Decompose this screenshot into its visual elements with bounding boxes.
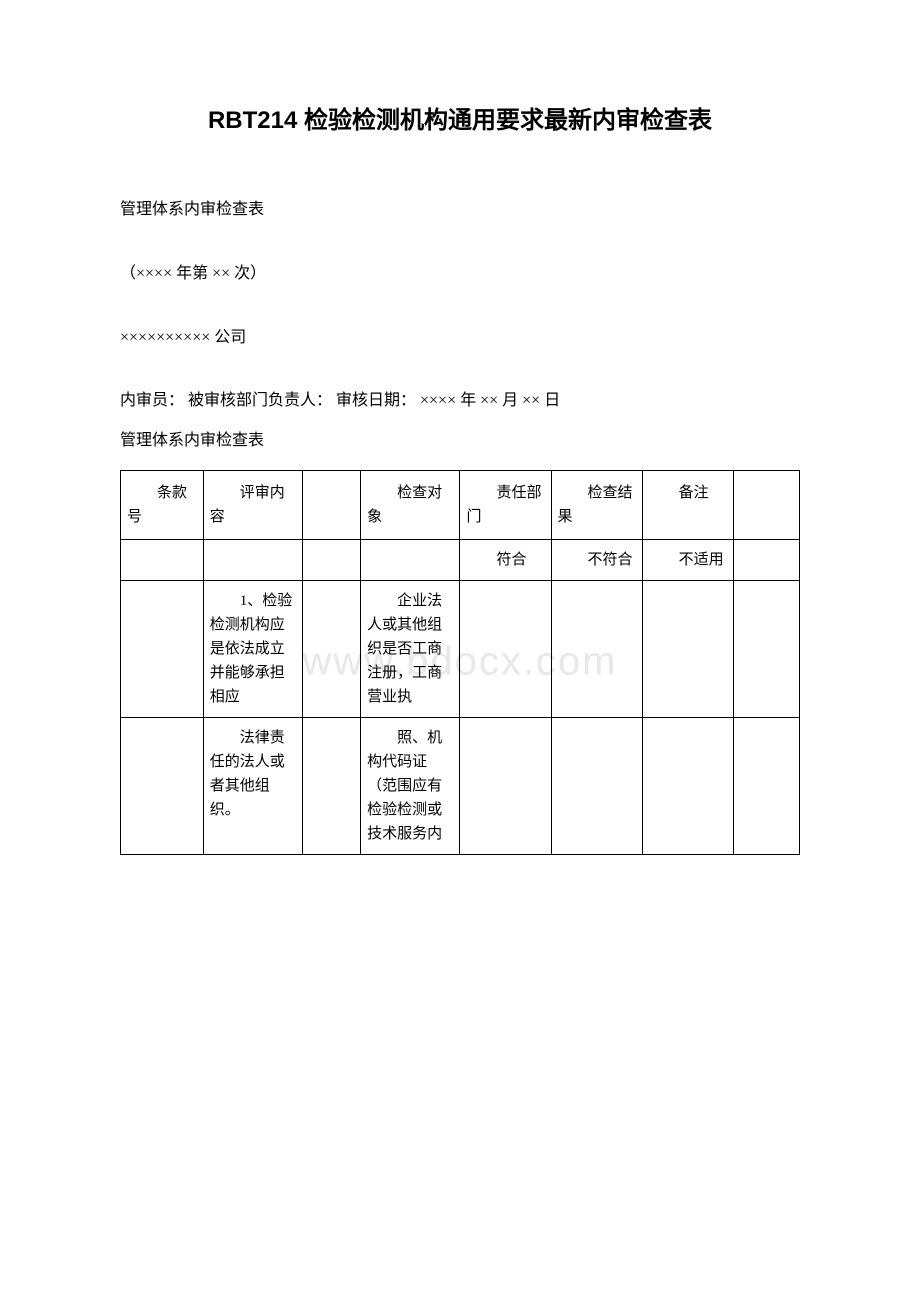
subheader-cell xyxy=(361,539,460,580)
document-subtitle: 管理体系内审检查表 xyxy=(120,195,800,219)
subheader-conform: 符合 xyxy=(460,539,551,580)
subheader-cell xyxy=(303,539,361,580)
table-row: 1、检验检测机构应是依法成立并能够承担相应 企业法人或其他组织是否工商注册，工商… xyxy=(121,580,800,717)
cell-note xyxy=(642,580,733,717)
header-spacer xyxy=(303,470,361,539)
subheader-cell xyxy=(203,539,302,580)
subheader-notapplicable: 不适用 xyxy=(642,539,733,580)
subheader-nonconform: 不符合 xyxy=(551,539,642,580)
header-review-content: 评审内容 xyxy=(203,470,302,539)
cell-object: 照、机构代码证（范围应有检验检测或技术服务内 xyxy=(361,717,460,854)
cell-result xyxy=(551,717,642,854)
cell-content: 1、检验检测机构应是依法成立并能够承担相应 xyxy=(203,580,302,717)
audit-table: 条款号 评审内容 检查对象 责任部门 检查结果 备注 符合 不符合 不适用 1、… xyxy=(120,470,800,855)
cell-dept xyxy=(460,717,551,854)
header-responsible-dept: 责任部门 xyxy=(460,470,551,539)
cell-result xyxy=(551,580,642,717)
subheader-cell xyxy=(733,539,799,580)
company-line: ×××××××××× 公司 xyxy=(120,323,800,347)
cell-spacer xyxy=(303,717,361,854)
cell-spacer xyxy=(303,580,361,717)
cell-clause xyxy=(121,717,204,854)
header-remarks: 备注 xyxy=(642,470,733,539)
cell-last xyxy=(733,717,799,854)
cell-note xyxy=(642,717,733,854)
table-row: 法律责任的法人或者其他组织。 照、机构代码证（范围应有检验检测或技术服务内 xyxy=(121,717,800,854)
auditor-line: 内审员： 被审核部门负责人： 审核日期： ×××× 年 ×× 月 ×× 日 xyxy=(120,387,800,416)
cell-last xyxy=(733,580,799,717)
table-subheader-row: 符合 不符合 不适用 xyxy=(121,539,800,580)
cell-object: 企业法人或其他组织是否工商注册，工商营业执 xyxy=(361,580,460,717)
table-caption: 管理体系内审检查表 xyxy=(120,426,800,450)
header-last xyxy=(733,470,799,539)
document-title: RBT214 检验检测机构通用要求最新内审检查表 xyxy=(120,100,800,135)
cell-dept xyxy=(460,580,551,717)
cell-clause xyxy=(121,580,204,717)
header-check-object: 检查对象 xyxy=(361,470,460,539)
table-header-row: 条款号 评审内容 检查对象 责任部门 检查结果 备注 xyxy=(121,470,800,539)
header-clause-number: 条款号 xyxy=(121,470,204,539)
subheader-cell xyxy=(121,539,204,580)
cell-content: 法律责任的法人或者其他组织。 xyxy=(203,717,302,854)
session-line: （×××× 年第 ×× 次） xyxy=(120,259,800,283)
header-check-result: 检查结果 xyxy=(551,470,642,539)
